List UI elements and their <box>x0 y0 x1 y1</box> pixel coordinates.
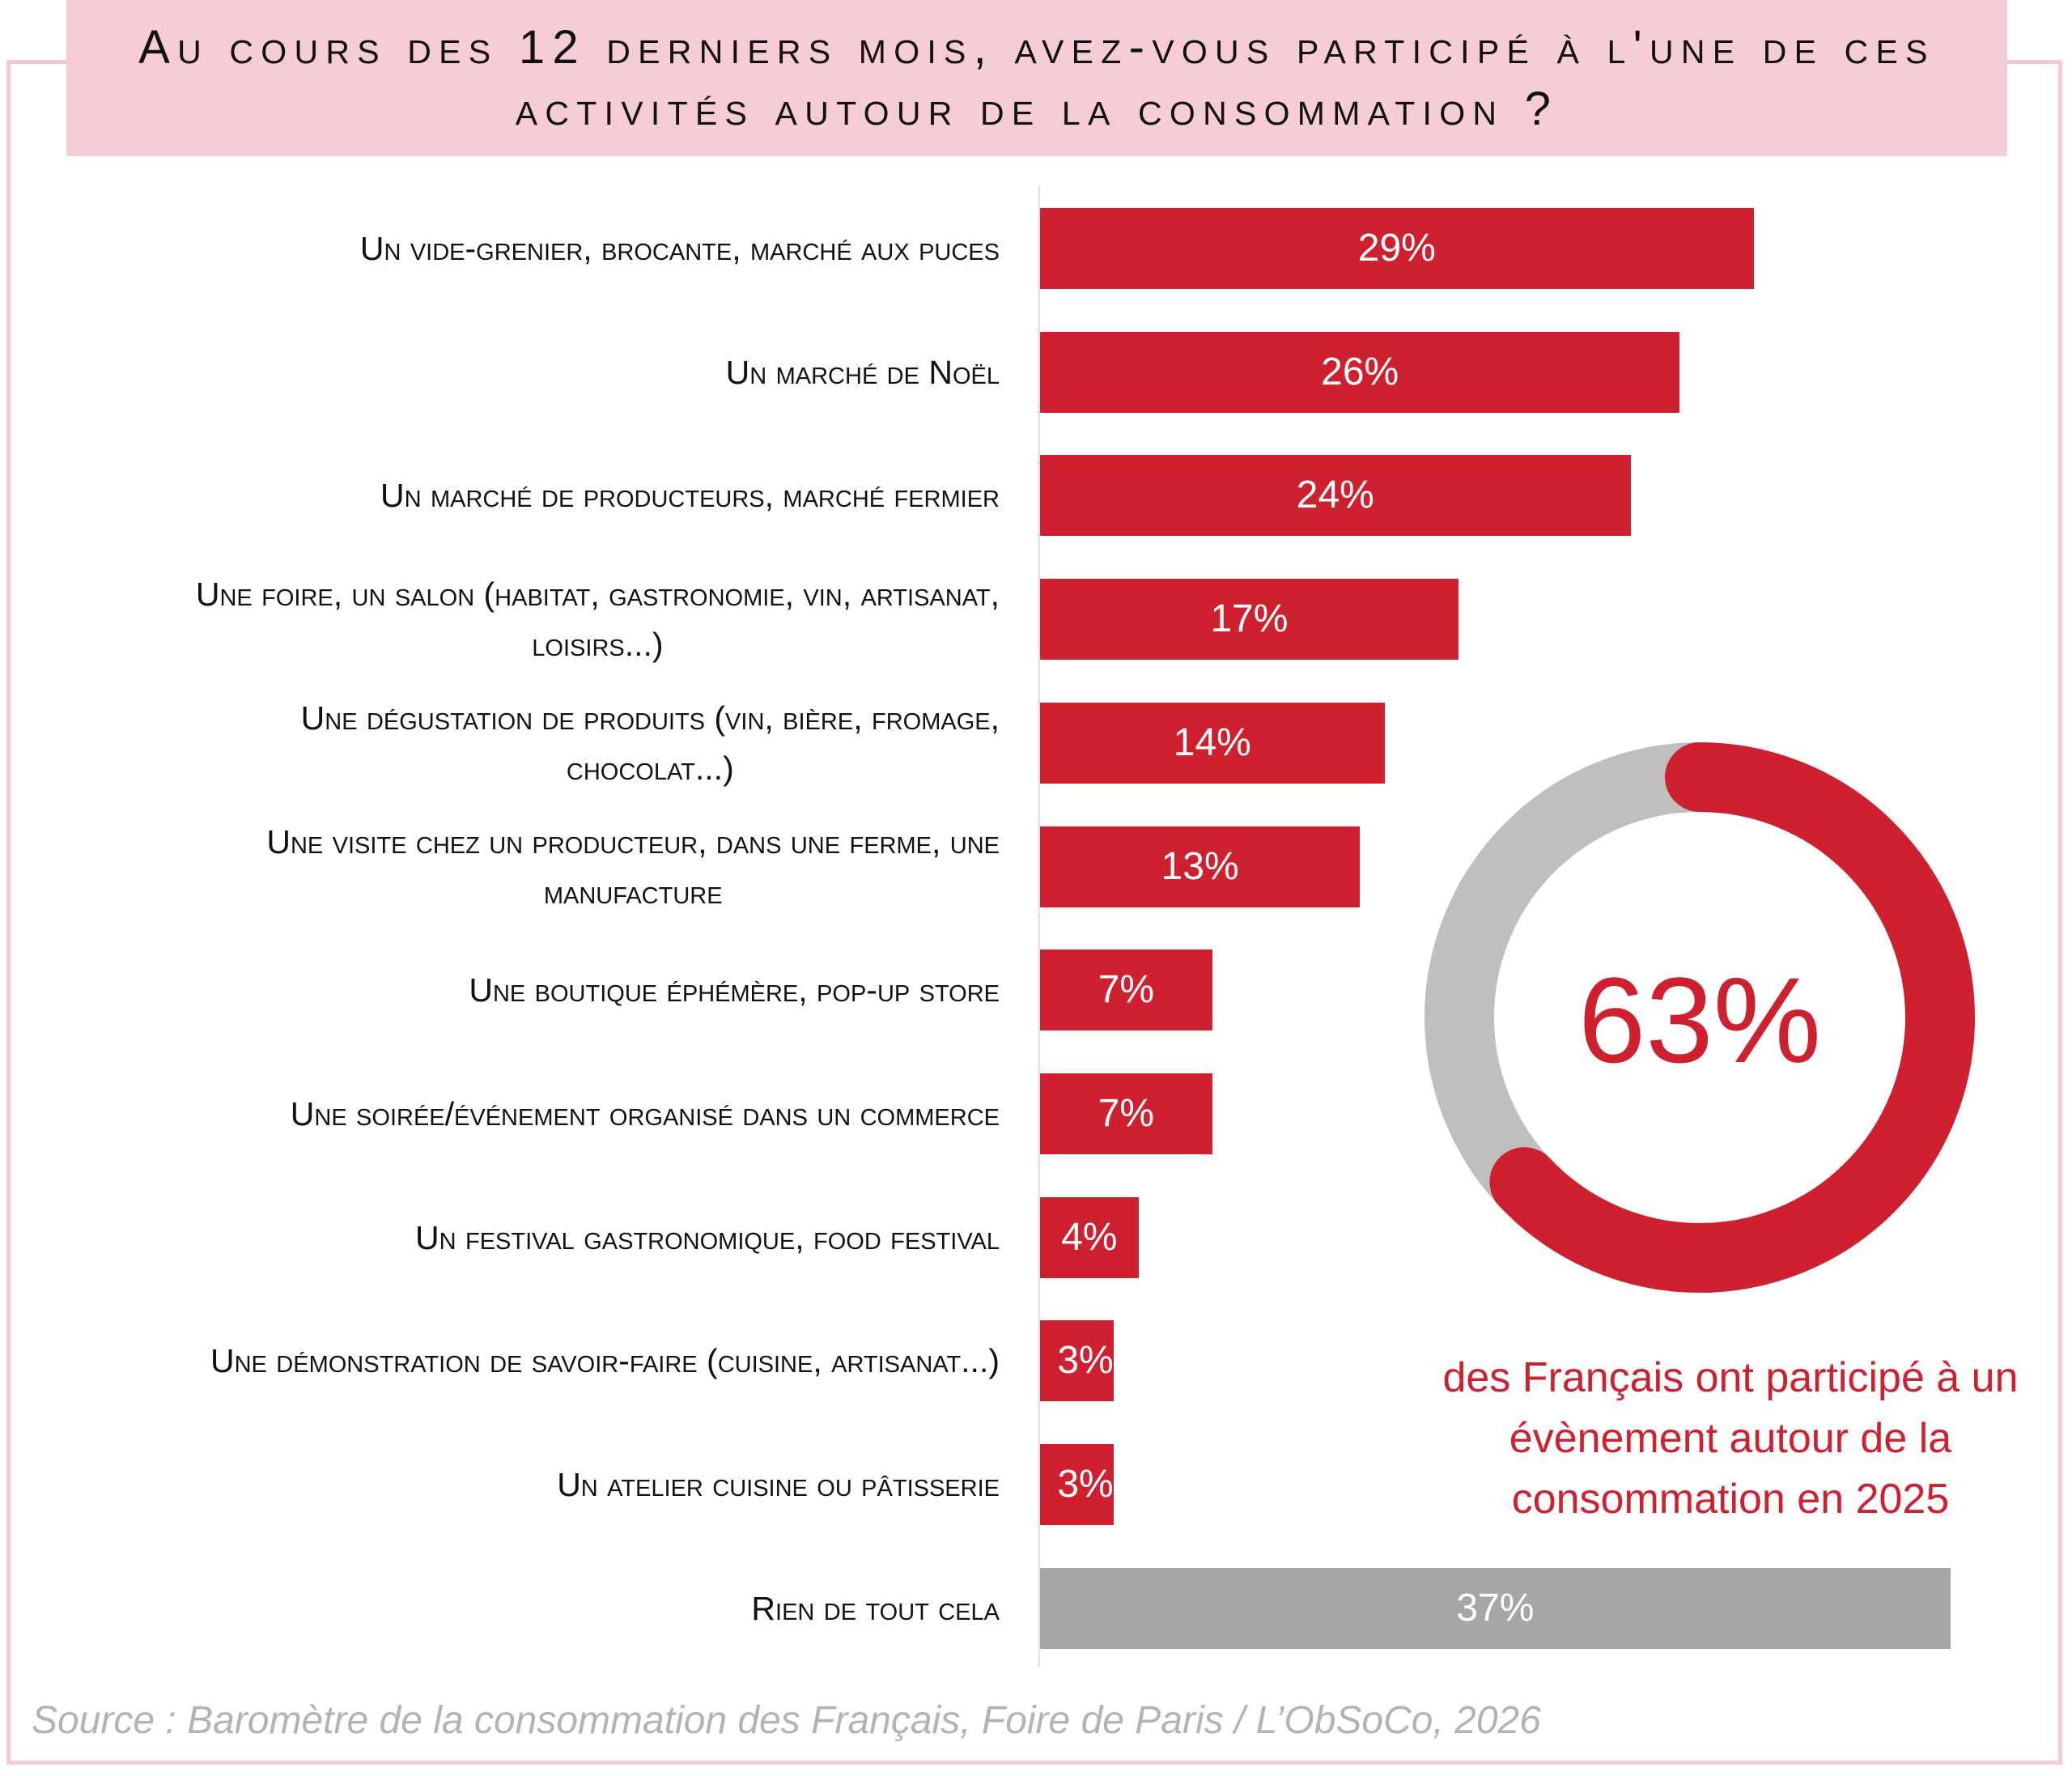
category-label: Une démonstration de savoir-faire (cuisi… <box>28 1320 1000 1401</box>
bar-value-label: 24% <box>1296 474 1374 517</box>
category-label: Un festival gastronomique, food festival <box>28 1197 1000 1278</box>
chart-title-line-1: Au cours des 12 derniers mois, avez-vous… <box>138 20 1935 74</box>
chart-title-line-2: activités autour de la consommation ? <box>515 82 1559 135</box>
bar <box>1040 455 1631 537</box>
bar <box>1040 1444 1115 1525</box>
category-label: Rien de tout cela <box>28 1568 1000 1649</box>
donut-chart <box>1424 742 1975 1293</box>
category-label-line: Un marché de producteurs, marché fermier <box>380 477 1000 515</box>
bar-value-label: 7% <box>1098 968 1155 1012</box>
source-note: Source : Baromètre de la consommation de… <box>32 1699 1541 1742</box>
bar-value-label: 29% <box>1357 227 1436 270</box>
bar <box>1040 331 1680 413</box>
bar-value-label: 37% <box>1456 1586 1535 1629</box>
bar <box>1040 1567 1951 1649</box>
bar <box>1040 1196 1139 1278</box>
category-label-line: Rien de tout cela <box>751 1589 1000 1627</box>
category-label: Une boutique éphémère, pop-up store <box>28 950 1000 1030</box>
category-label: Un vide-grenier, brocante, marché aux pu… <box>28 208 1000 289</box>
category-label-line: chocolat...) <box>566 749 734 787</box>
category-label-line: Une démonstration de savoir-faire (cuisi… <box>210 1342 1000 1380</box>
category-label-line: Un atelier cuisine ou pâtisserie <box>557 1466 1000 1503</box>
y-axis-line <box>1038 185 1040 1667</box>
bar <box>1040 208 1754 289</box>
category-label-line: Un vide-grenier, brocante, marché aux pu… <box>359 230 1000 267</box>
category-label-line: loisirs...) <box>532 626 664 664</box>
caption-line: consommation en 2025 <box>1511 1476 1950 1523</box>
category-label: Une dégustation de produits (vin, bière,… <box>28 699 1000 787</box>
category-label-line: manufacture <box>543 873 723 911</box>
donut-caption: des Français ont participé à un évènemen… <box>1407 1348 2054 1530</box>
category-label-line: Une visite chez un producteur, dans une … <box>266 822 1000 860</box>
category-label-line: Une soirée/événement organisé dans un co… <box>290 1094 1000 1132</box>
bar-value-label: 7% <box>1098 1091 1155 1135</box>
bar-value-label: 3% <box>1057 1463 1114 1506</box>
caption-line: des Français ont participé à un <box>1442 1354 2019 1401</box>
category-label: Un marché de Noël <box>28 332 1000 413</box>
donut-arc <box>1424 742 1975 1293</box>
category-label-line: Une boutique éphémère, pop-up store <box>469 971 1000 1009</box>
bar-value-label: 26% <box>1321 350 1399 393</box>
category-label-line: Un festival gastronomique, food festival <box>415 1218 1000 1256</box>
bar <box>1040 1320 1115 1402</box>
category-label: Une soirée/événement organisé dans un co… <box>28 1073 1000 1154</box>
category-label: Un atelier cuisine ou pâtisserie <box>28 1444 1000 1525</box>
category-label: Une visite chez un producteur, dans une … <box>28 823 1000 911</box>
bar <box>1040 826 1361 907</box>
category-label: Une foire, un salon (habitat, gastronomi… <box>28 576 1000 663</box>
title-banner: Au cours des 12 derniers mois, avez-vous… <box>66 0 2007 156</box>
category-label: Un marché de producteurs, marché fermier <box>28 455 1000 536</box>
category-label-line: Une dégustation de produits (vin, bière,… <box>300 699 1000 737</box>
caption-line: évènement autour de la <box>1509 1415 1952 1462</box>
bar-value-label: 13% <box>1161 844 1239 888</box>
bar-value-label: 3% <box>1057 1339 1114 1383</box>
bar-value-label: 4% <box>1061 1215 1118 1259</box>
bar-value-label: 14% <box>1173 720 1251 764</box>
category-label-line: Un marché de Noël <box>725 353 1000 391</box>
bar-value-label: 17% <box>1210 597 1289 641</box>
category-label-line: Une foire, un salon (habitat, gastronomi… <box>195 576 1000 614</box>
bar <box>1040 950 1212 1031</box>
donut-value: 63% <box>1577 952 1822 1088</box>
bar <box>1040 579 1458 661</box>
bar <box>1040 1073 1212 1154</box>
bar <box>1040 702 1385 784</box>
